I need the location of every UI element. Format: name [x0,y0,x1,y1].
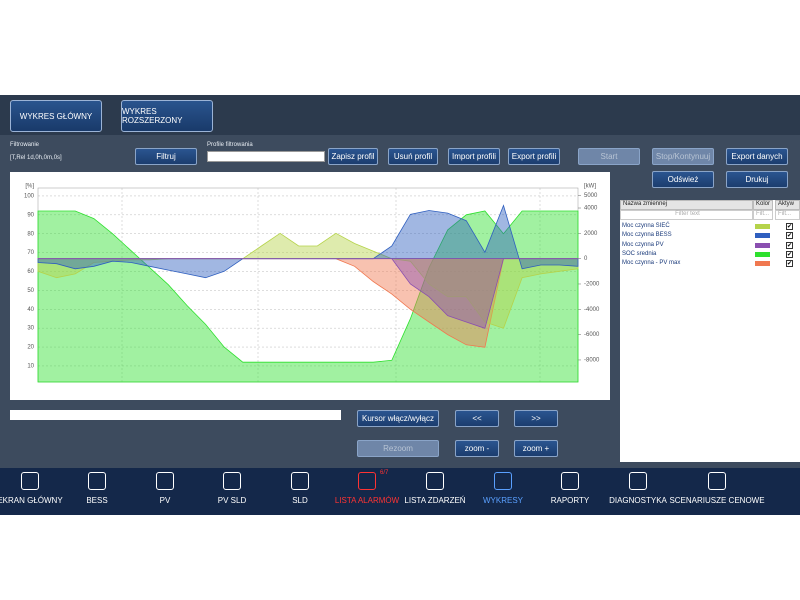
y2-tick-label: -8000 [584,358,600,364]
nav-item[interactable]: LISTA ZDARZEŃ [404,496,466,505]
control-button[interactable]: zoom + [514,440,558,457]
toolbar-button[interactable]: Zapisz profil [328,148,378,165]
filter-button[interactable]: Filtruj [135,148,197,165]
y-tick-label: 40 [27,307,34,313]
nav-item[interactable]: LISTA ALARMÓW [334,496,400,505]
profile-select[interactable] [207,151,325,162]
nav-icon[interactable] [88,472,106,490]
y2-tick-label: 2000 [584,231,598,237]
table-filter[interactable]: Filter text [620,210,753,220]
toolbar-button[interactable]: Drukuj [726,171,788,188]
control-button[interactable]: << [455,410,499,427]
toolbar-button[interactable]: Odśwież [652,171,714,188]
y-tick-label: 20 [27,345,34,351]
y2-tick-label: -4000 [584,307,600,313]
nav-icon[interactable] [708,472,726,490]
y2-tick-label: 0 [584,256,588,262]
toolbar-button[interactable]: Export danych [726,148,788,165]
filter-label: Filtrowanie [10,142,40,148]
nav-icon[interactable] [358,472,376,490]
active-checkbox[interactable]: ✔ [786,223,793,230]
nav-item[interactable]: RAPORTY [550,496,590,505]
y-tick-label: 70 [27,250,34,256]
color-swatch [755,233,770,239]
table-header: Aktyw [775,200,800,210]
toolbar-button[interactable]: Import profili [448,148,500,165]
nav-icon[interactable] [21,472,39,490]
toolbar-button[interactable]: Export profili [508,148,560,165]
active-checkbox[interactable]: ✔ [786,260,793,268]
toolbar-button[interactable]: Start [578,148,640,165]
table-filter[interactable]: Filt... [753,210,773,220]
y-tick-label: 50 [27,288,34,294]
nav-icon[interactable] [629,472,647,490]
nav-item[interactable]: WYKRESY [482,496,523,505]
nav-item[interactable]: PV [159,496,171,505]
nav-icon[interactable] [494,472,512,490]
y2-tick-label: 5000 [584,193,598,199]
table-header: Nazwa zmiennej [620,200,753,210]
tab-button[interactable]: WYKRES ROZSZERZONY [121,100,213,132]
nav-item[interactable]: SLD [292,496,308,505]
series-area [37,232,579,329]
plot-area [37,187,579,383]
color-swatch [755,242,770,248]
cursor-bar [10,410,341,420]
color-swatch [755,251,770,257]
active-checkbox[interactable]: ✔ [786,232,793,240]
y2-tick-label: -2000 [584,282,600,288]
y-tick-label: 80 [27,231,34,237]
color-swatch [755,261,770,267]
y2-tick-label: 4000 [584,206,598,212]
alarm-count: 6/7 [380,470,389,476]
nav-item[interactable]: EKRAN GŁÓWNY [0,496,63,505]
control-button[interactable]: >> [514,410,558,427]
control-button[interactable]: zoom - [455,440,499,457]
table-header: Kolor [753,200,773,210]
control-button[interactable]: Kursor włącz/wyłącz [357,410,439,427]
tab-button[interactable]: WYKRES GŁÓWNY [10,100,102,132]
table-filter[interactable]: Filt... [775,210,800,220]
active-checkbox[interactable]: ✔ [786,241,793,249]
variable-name: SOC srednia [622,250,657,257]
profile-label: Profile filtrowania [207,142,253,148]
y2-tick-label: -6000 [584,332,600,338]
toolbar-button[interactable]: Usuń profil [388,148,438,165]
y2-axis-label: [kW] [584,184,596,190]
toolbar-button[interactable]: Stop/Kontynuuj [652,148,714,165]
variable-name: Moc czynna SIEĆ [622,223,670,229]
nav-item[interactable]: SCENARIUSZE CENOWE [669,496,765,505]
variable-name: Moc czynna - PV max [622,260,681,267]
y-tick-label: 100 [24,194,35,200]
tab-bar [0,95,800,135]
variable-name: Moc czynna PV [622,241,664,248]
nav-icon[interactable] [426,472,444,490]
y-tick-label: 90 [27,212,34,218]
y-tick-label: 60 [27,269,34,275]
color-swatch [755,224,770,229]
nav-icon[interactable] [291,472,309,490]
nav-item[interactable]: DIAGNOSTYKA [609,496,667,505]
filter-range: [T,Rel 1d,0h,0m,0s] [10,155,62,161]
y-tick-label: 30 [27,326,34,332]
nav-bar [0,468,800,515]
nav-item[interactable]: BESS [86,496,108,505]
y-tick-label: 10 [27,364,34,370]
y-axis-label: [%] [25,184,34,190]
nav-icon[interactable] [223,472,241,490]
variable-name: Moc czynna BESS [622,232,672,239]
nav-icon[interactable] [156,472,174,490]
variables-table [620,200,800,462]
series-area [37,210,579,383]
chart-panel: 10 20 30 40 50 60 70 80 90 100 5000 4000 2000 0 -2000 -… [10,172,610,400]
chart: 10 20 30 40 50 60 70 80 90 100 5000 4000 2000 0 -2000 -… [24,184,600,383]
nav-icon[interactable] [561,472,579,490]
nav-item[interactable]: PV SLD [217,496,247,505]
series-area [37,258,579,329]
active-checkbox[interactable]: ✔ [786,250,793,258]
control-button[interactable]: Rezoom [357,440,439,457]
